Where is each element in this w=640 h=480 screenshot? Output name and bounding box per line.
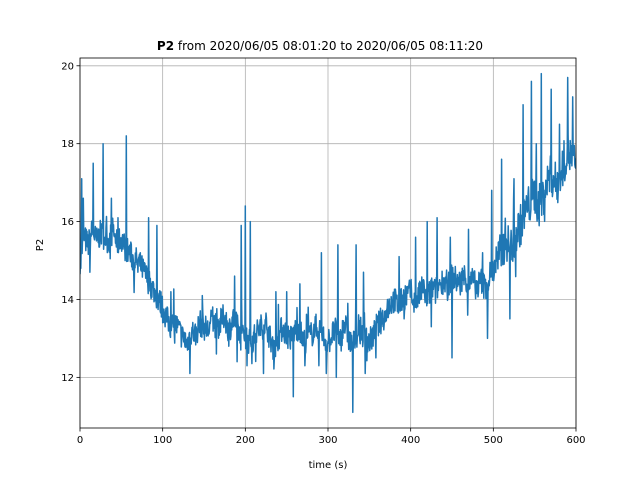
x-tick-label: 100	[153, 435, 172, 446]
chart-title-bold: P2	[157, 39, 174, 53]
x-tick-label: 600	[566, 435, 585, 446]
x-tick-label: 200	[236, 435, 255, 446]
x-tick-label: 0	[77, 435, 83, 446]
series-layer	[80, 72, 576, 414]
x-tick-label: 400	[401, 435, 420, 446]
y-tick-label: 12	[61, 373, 74, 384]
grid-lines	[79, 58, 577, 428]
x-tick-label: 500	[484, 435, 503, 446]
y-axis-label: P2	[35, 239, 46, 251]
chart-title-rest: from 2020/06/05 08:01:20 to 2020/06/05 0…	[174, 39, 483, 53]
series-line	[80, 72, 576, 414]
x-tick-label: 300	[318, 435, 337, 446]
y-tick-label: 14	[61, 295, 74, 306]
y-axis-ticks: 12 14 16 18 20	[61, 61, 80, 384]
x-axis-label: time (s)	[309, 460, 348, 471]
chart-title: P2 from 2020/06/05 08:01:20 to 2020/06/0…	[157, 39, 483, 53]
x-axis-ticks: 0 100 200 300 400 500 600	[77, 428, 586, 446]
y-tick-label: 18	[61, 139, 74, 150]
y-tick-label: 20	[61, 61, 74, 72]
y-tick-label: 16	[61, 217, 74, 228]
